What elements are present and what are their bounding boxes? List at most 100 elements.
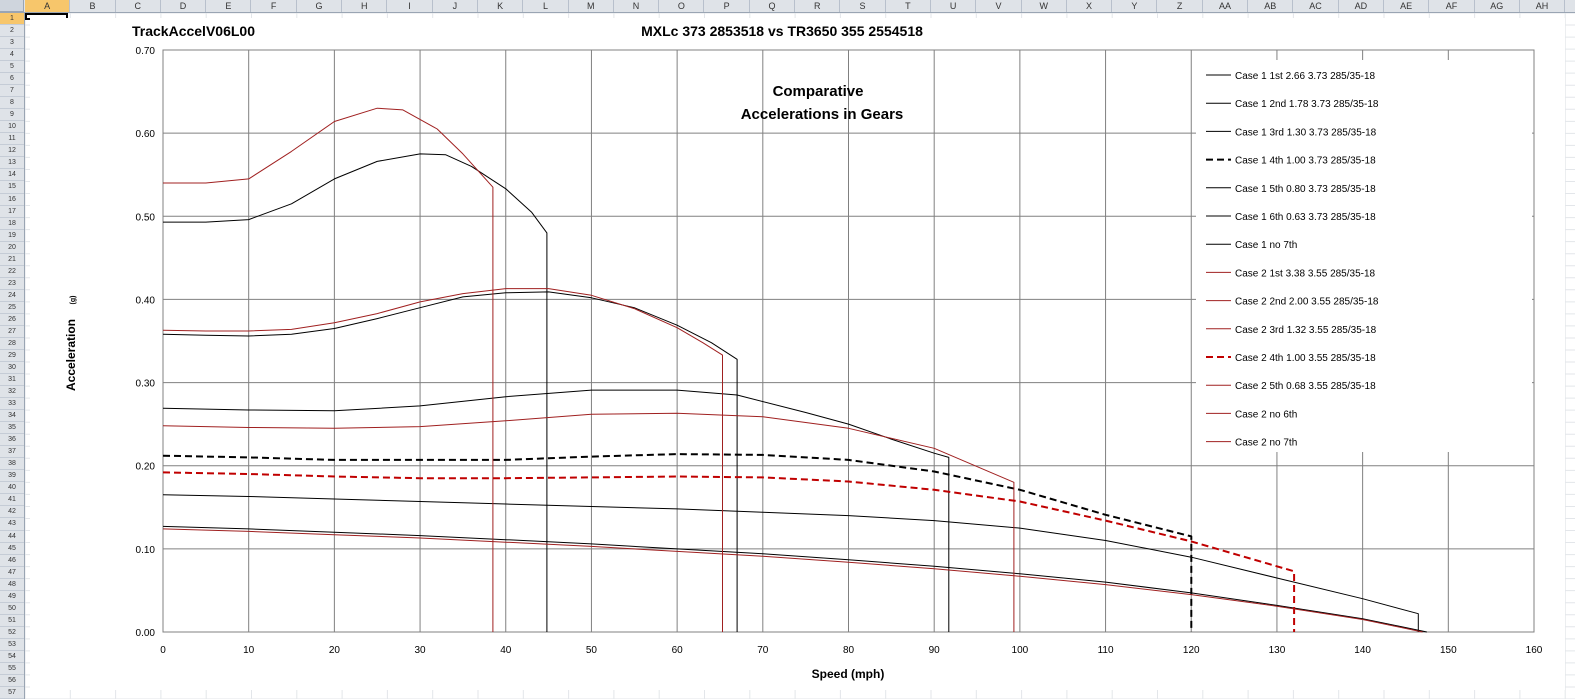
column-header-j[interactable]: J [433, 0, 478, 12]
legend-label-6: Case 1 6th 0.63 3.73 285/35-18 [1235, 212, 1376, 223]
row-header-38[interactable]: 38 [0, 458, 24, 471]
column-header-ac[interactable]: AC [1293, 0, 1339, 12]
row-header-55[interactable]: 55 [0, 663, 24, 675]
select-all-corner[interactable] [0, 0, 24, 12]
row-header-11[interactable]: 11 [0, 133, 24, 146]
row-header-18[interactable]: 18 [0, 218, 24, 230]
x-tick-label: 50 [586, 645, 598, 656]
row-header-22[interactable]: 22 [0, 266, 24, 278]
column-header-l[interactable]: L [523, 0, 569, 12]
column-header-x[interactable]: X [1067, 0, 1113, 12]
row-header-10[interactable]: 10 [0, 121, 24, 134]
row-header-27[interactable]: 27 [0, 326, 24, 338]
column-header-y[interactable]: Y [1112, 0, 1158, 12]
row-header-32[interactable]: 32 [0, 386, 24, 399]
row-header-52[interactable]: 52 [0, 627, 24, 639]
row-header-31[interactable]: 31 [0, 374, 24, 387]
column-header-aa[interactable]: AA [1203, 0, 1249, 12]
row-header-6[interactable]: 6 [0, 73, 24, 86]
row-header-29[interactable]: 29 [0, 350, 24, 362]
row-header-19[interactable]: 19 [0, 230, 24, 242]
x-tick-label: 140 [1354, 645, 1371, 656]
row-header-49[interactable]: 49 [0, 591, 24, 603]
column-header-s[interactable]: S [840, 0, 886, 12]
column-header-q[interactable]: Q [750, 0, 796, 12]
row-header-39[interactable]: 39 [0, 470, 24, 483]
x-tick-label: 70 [757, 645, 769, 656]
row-header-21[interactable]: 21 [0, 254, 24, 266]
row-header-40[interactable]: 40 [0, 482, 24, 495]
row-header-8[interactable]: 8 [0, 97, 24, 110]
column-header-u[interactable]: U [931, 0, 977, 12]
row-header-13[interactable]: 13 [0, 157, 24, 170]
column-header-f[interactable]: F [252, 0, 297, 12]
row-header-51[interactable]: 51 [0, 615, 24, 627]
row-header-4[interactable]: 4 [0, 49, 24, 62]
row-header-14[interactable]: 14 [0, 169, 24, 182]
row-header-17[interactable]: 17 [0, 206, 24, 218]
column-header-ad[interactable]: AD [1339, 0, 1384, 12]
row-header-56[interactable]: 56 [0, 675, 24, 687]
row-header-34[interactable]: 34 [0, 410, 24, 423]
column-header-h[interactable]: H [342, 0, 388, 12]
row-header-9[interactable]: 9 [0, 109, 24, 122]
row-header-37[interactable]: 37 [0, 446, 24, 459]
column-header-ah[interactable]: AH [1520, 0, 1566, 12]
row-header-53[interactable]: 53 [0, 639, 24, 651]
row-header-30[interactable]: 30 [0, 362, 24, 375]
column-header-b[interactable]: B [70, 0, 116, 12]
column-header-g[interactable]: G [297, 0, 343, 12]
row-header-44[interactable]: 44 [0, 531, 24, 543]
column-header-ag[interactable]: AG [1475, 0, 1520, 12]
row-header-45[interactable]: 45 [0, 543, 24, 555]
column-header-ae[interactable]: AE [1384, 0, 1430, 12]
column-header-r[interactable]: R [795, 0, 841, 12]
legend: Case 1 1st 2.66 3.73 285/35-18 Case 1 2nd… [1206, 71, 1379, 449]
y-tick-label: 0.30 [136, 379, 156, 390]
row-header-7[interactable]: 7 [0, 85, 24, 98]
row-header-2[interactable]: 2 [0, 25, 24, 38]
column-header-a[interactable]: A [25, 0, 71, 12]
row-header-47[interactable]: 47 [0, 567, 24, 579]
row-header-42[interactable]: 42 [0, 506, 24, 519]
column-header-w[interactable]: W [1022, 0, 1067, 12]
row-header-43[interactable]: 43 [0, 518, 24, 531]
row-header-33[interactable]: 33 [0, 398, 24, 411]
row-header-16[interactable]: 16 [0, 194, 24, 206]
row-header-23[interactable]: 23 [0, 278, 24, 290]
row-header-28[interactable]: 28 [0, 338, 24, 350]
row-header-5[interactable]: 5 [0, 61, 24, 74]
column-header-n[interactable]: N [614, 0, 660, 12]
column-header-i[interactable]: I [387, 0, 433, 12]
row-header-20[interactable]: 20 [0, 242, 24, 254]
column-header-e[interactable]: E [206, 0, 252, 12]
column-header-o[interactable]: O [659, 0, 705, 12]
column-header-c[interactable]: C [116, 0, 161, 12]
row-header-46[interactable]: 46 [0, 555, 24, 567]
row-header-15[interactable]: 15 [0, 181, 24, 194]
row-header-48[interactable]: 48 [0, 579, 24, 591]
row-header-35[interactable]: 35 [0, 422, 24, 435]
row-header-3[interactable]: 3 [0, 37, 24, 50]
column-header-p[interactable]: P [705, 0, 750, 12]
row-header-50[interactable]: 50 [0, 603, 24, 615]
column-header-k[interactable]: K [478, 0, 524, 12]
row-header-41[interactable]: 41 [0, 494, 24, 507]
row-header-57[interactable]: 57 [0, 687, 24, 699]
row-header-1[interactable]: 1 [0, 13, 24, 26]
row-header-25[interactable]: 25 [0, 302, 24, 314]
row-header-12[interactable]: 12 [0, 145, 24, 158]
column-header-m[interactable]: M [569, 0, 614, 12]
column-header-d[interactable]: D [161, 0, 207, 12]
column-header-t[interactable]: T [886, 0, 931, 12]
x-tick-label: 20 [329, 645, 341, 656]
row-header-26[interactable]: 26 [0, 314, 24, 326]
column-header-z[interactable]: Z [1158, 0, 1203, 12]
x-axis-label: Speed (mph) [812, 667, 885, 681]
column-header-ab[interactable]: AB [1248, 0, 1294, 12]
row-header-36[interactable]: 36 [0, 434, 24, 447]
row-header-54[interactable]: 54 [0, 651, 24, 663]
column-header-af[interactable]: AF [1429, 0, 1475, 12]
row-header-24[interactable]: 24 [0, 290, 24, 302]
column-header-v[interactable]: V [976, 0, 1022, 12]
